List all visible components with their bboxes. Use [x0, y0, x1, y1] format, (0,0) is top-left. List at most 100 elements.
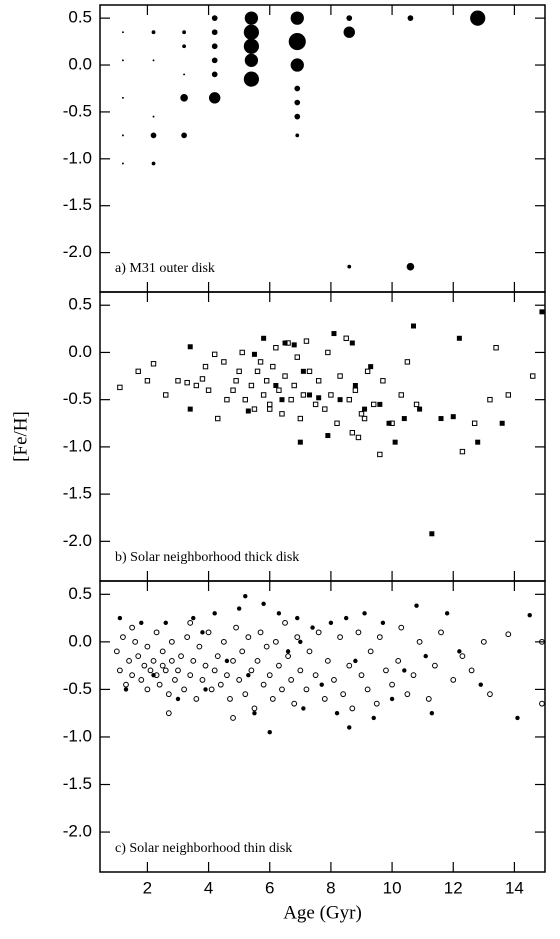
point [315, 629, 322, 636]
point [468, 667, 475, 674]
point [395, 657, 402, 664]
point [151, 161, 156, 166]
point [183, 73, 186, 76]
point [260, 681, 267, 688]
point [402, 668, 407, 673]
y-tick-label: 0.0 [68, 342, 92, 361]
point [165, 691, 172, 698]
point [515, 715, 520, 721]
point [196, 643, 203, 650]
y-tick-label: -1.0 [63, 436, 92, 455]
point [242, 691, 249, 698]
point [251, 406, 258, 412]
point [450, 414, 456, 420]
point [230, 715, 236, 721]
point [438, 416, 444, 422]
point [217, 681, 224, 688]
point [322, 406, 328, 412]
point [344, 615, 349, 621]
point [248, 667, 255, 674]
point [364, 686, 371, 693]
point [165, 710, 172, 717]
point [539, 700, 545, 707]
point [290, 58, 304, 72]
panel-label: a) M31 outer disk [115, 261, 215, 276]
point [121, 59, 124, 62]
point [181, 132, 187, 139]
point [459, 448, 466, 455]
point [263, 378, 270, 384]
panel-frame [99, 580, 546, 873]
point [404, 359, 411, 365]
point [129, 624, 136, 631]
point [187, 344, 193, 350]
point [220, 638, 227, 645]
point [246, 672, 251, 678]
point [227, 696, 233, 702]
x-tick-label: 4 [204, 878, 213, 897]
point [349, 705, 356, 712]
point [123, 687, 129, 692]
point [297, 667, 304, 674]
point [272, 638, 279, 645]
point [172, 677, 178, 683]
point [214, 653, 221, 660]
point [325, 433, 331, 439]
point [273, 383, 279, 388]
point [398, 624, 405, 631]
point [132, 638, 139, 645]
point [288, 677, 295, 683]
x-axis-label: Age (Gyr) [283, 902, 362, 923]
point [147, 667, 154, 674]
point [243, 594, 248, 599]
point [230, 387, 236, 393]
point [413, 401, 420, 408]
x-tick-label: 8 [326, 878, 335, 897]
point [144, 686, 151, 693]
point [113, 648, 120, 655]
point [337, 373, 343, 379]
point [236, 606, 242, 611]
point [211, 15, 218, 21]
point [208, 686, 215, 693]
point [377, 451, 383, 458]
point [285, 649, 291, 654]
point [294, 113, 301, 120]
point [406, 262, 415, 271]
point [243, 71, 259, 87]
point [163, 392, 169, 398]
point [144, 378, 151, 384]
y-tick-label: -1.5 [63, 484, 92, 503]
y-tick-label: 0.5 [68, 8, 92, 27]
point [236, 677, 243, 683]
point [215, 415, 221, 422]
point [431, 662, 438, 669]
point [211, 667, 218, 674]
point [181, 686, 188, 693]
point [316, 395, 322, 401]
point [404, 691, 411, 698]
point [233, 624, 239, 631]
point [386, 420, 392, 426]
point [303, 338, 310, 344]
point [121, 162, 124, 165]
point [150, 132, 157, 139]
point [178, 653, 184, 660]
point [499, 420, 505, 426]
point [208, 92, 221, 104]
panel-label: c) Solar neighborhood thin disk [115, 841, 292, 856]
point [291, 382, 297, 389]
point [337, 634, 343, 641]
point [362, 611, 367, 616]
point [263, 643, 270, 650]
point [184, 379, 190, 386]
y-tick-label: -1.0 [63, 148, 92, 167]
point [276, 387, 282, 393]
point [324, 657, 331, 664]
point [334, 710, 340, 716]
y-tick-label: -0.5 [63, 389, 92, 408]
y-axis-label: [Fe/H] [10, 411, 31, 462]
point [276, 611, 282, 616]
x-tick-label: 14 [505, 878, 524, 897]
point [279, 686, 285, 693]
